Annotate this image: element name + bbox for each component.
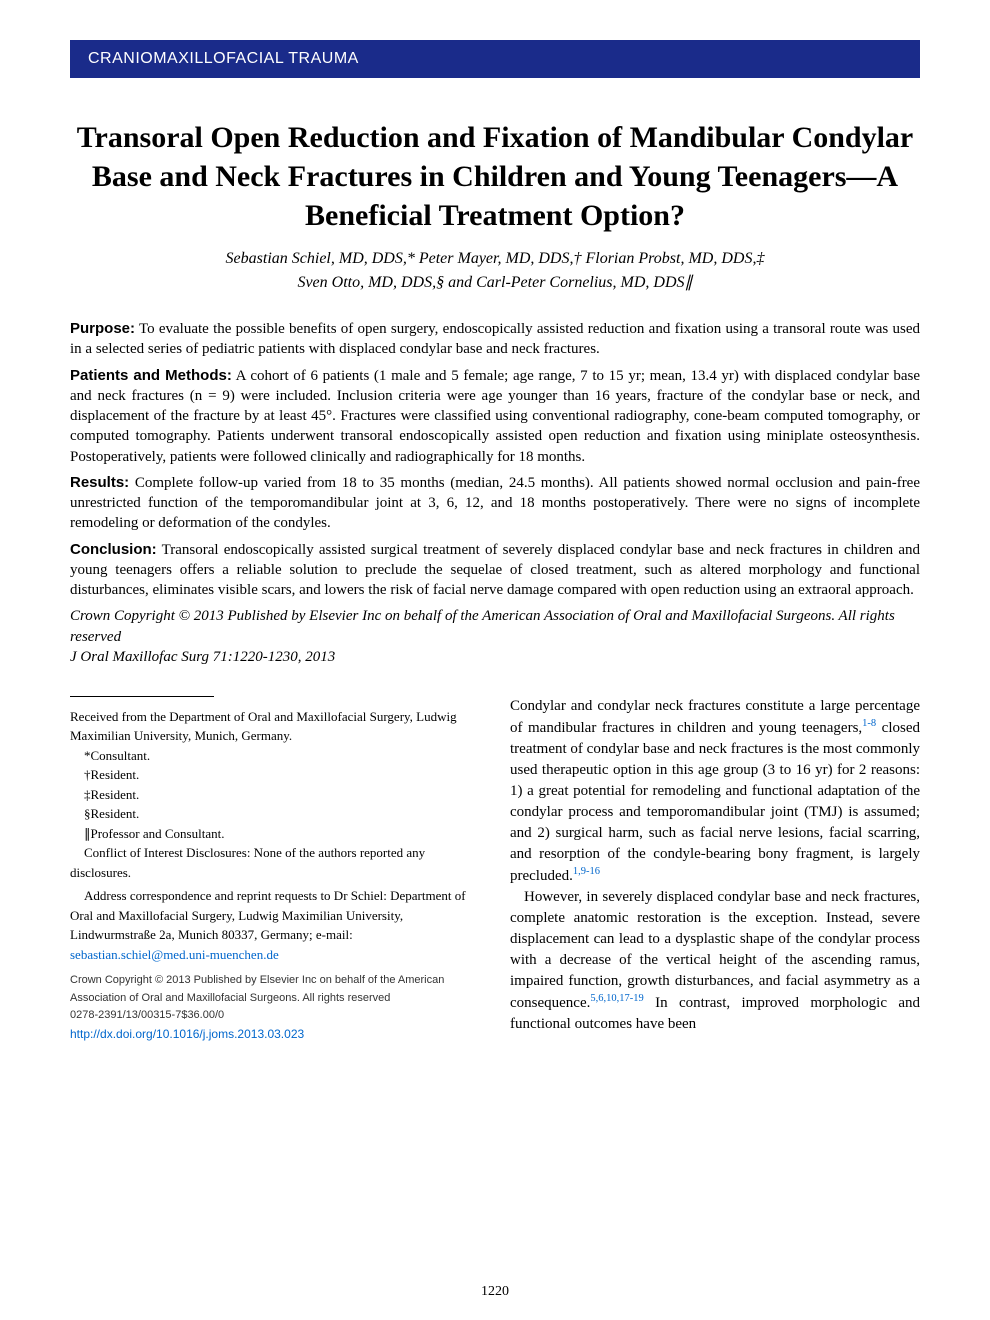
affiliation-group: Received from the Department of Oral and… xyxy=(70,707,480,965)
abstract-conclusion-text: Transoral endoscopically assisted surgic… xyxy=(70,542,920,599)
journal-citation: J Oral Maxillofac Surg 71:1220-1230, 201… xyxy=(70,649,920,666)
doi-link[interactable]: http://dx.doi.org/10.1016/j.joms.2013.03… xyxy=(70,1027,304,1041)
abstract-methods: Patients and Methods: A cohort of 6 pati… xyxy=(70,366,920,467)
lower-two-column: Received from the Department of Oral and… xyxy=(70,696,920,1045)
abstract-container: Purpose: To evaluate the possible benefi… xyxy=(70,319,920,666)
body-p1-a: Condylar and condylar neck fractures con… xyxy=(510,698,920,736)
abstract-conclusion: Conclusion: Transoral endoscopically ass… xyxy=(70,540,920,601)
copyright-line: Crown Copyright © 2013 Published by Else… xyxy=(70,606,920,647)
affiliation-divider xyxy=(70,696,214,697)
correspondence: Address correspondence and reprint reque… xyxy=(70,886,480,964)
received-from: Received from the Department of Oral and… xyxy=(70,707,480,746)
affil-1: *Consultant. xyxy=(70,746,480,766)
conflict-disclosure: Conflict of Interest Disclosures: None o… xyxy=(70,843,480,882)
body-p1-ref1[interactable]: 1-8 xyxy=(862,718,876,729)
correspondence-email-link[interactable]: sebastian.schiel@med.uni-muenchen.de xyxy=(70,947,279,962)
affil-2: †Resident. xyxy=(70,765,480,785)
abstract-conclusion-label: Conclusion: xyxy=(70,541,157,558)
body-p1-b: closed treatment of condylar base and ne… xyxy=(510,720,920,884)
body-p2-ref1[interactable]: 5,6,10,17-19 xyxy=(590,993,643,1004)
body-paragraph-1: Condylar and condylar neck fractures con… xyxy=(510,696,920,887)
author-list: Sebastian Schiel, MD, DDS,* Peter Mayer,… xyxy=(70,247,920,295)
authors-line-2: Sven Otto, MD, DDS,§ and Carl-Peter Corn… xyxy=(70,271,920,295)
fine-issn: 0278-2391/13/00315-7$36.00/0 xyxy=(70,1007,480,1025)
abstract-results: Results: Complete follow-up varied from … xyxy=(70,473,920,534)
fine-print: Crown Copyright © 2013 Published by Else… xyxy=(70,972,480,1044)
section-header-text: CRANIOMAXILLOFACIAL TRAUMA xyxy=(88,50,359,67)
affil-5: ∥Professor and Consultant. xyxy=(70,824,480,844)
affiliations-column: Received from the Department of Oral and… xyxy=(70,696,480,1045)
body-p2-a: However, in severely displaced condylar … xyxy=(510,889,920,1011)
authors-line-1: Sebastian Schiel, MD, DDS,* Peter Mayer,… xyxy=(70,247,920,271)
article-title: Transoral Open Reduction and Fixation of… xyxy=(70,118,920,235)
section-header-bar: CRANIOMAXILLOFACIAL TRAUMA xyxy=(70,40,920,78)
affil-3: ‡Resident. xyxy=(70,785,480,805)
body-column: Condylar and condylar neck fractures con… xyxy=(510,696,920,1045)
correspondence-text: Address correspondence and reprint reque… xyxy=(70,888,466,942)
affil-4: §Resident. xyxy=(70,804,480,824)
abstract-purpose: Purpose: To evaluate the possible benefi… xyxy=(70,319,920,360)
fine-copyright: Crown Copyright © 2013 Published by Else… xyxy=(70,972,480,1007)
abstract-purpose-text: To evaluate the possible benefits of ope… xyxy=(70,321,920,357)
abstract-methods-label: Patients and Methods: xyxy=(70,367,232,384)
body-p1-ref2[interactable]: 1,9-16 xyxy=(573,866,600,877)
abstract-purpose-label: Purpose: xyxy=(70,320,135,337)
body-paragraph-2: However, in severely displaced condylar … xyxy=(510,887,920,1035)
page-number: 1220 xyxy=(481,1284,509,1300)
abstract-results-text: Complete follow-up varied from 18 to 35 … xyxy=(70,475,920,532)
abstract-results-label: Results: xyxy=(70,474,129,491)
